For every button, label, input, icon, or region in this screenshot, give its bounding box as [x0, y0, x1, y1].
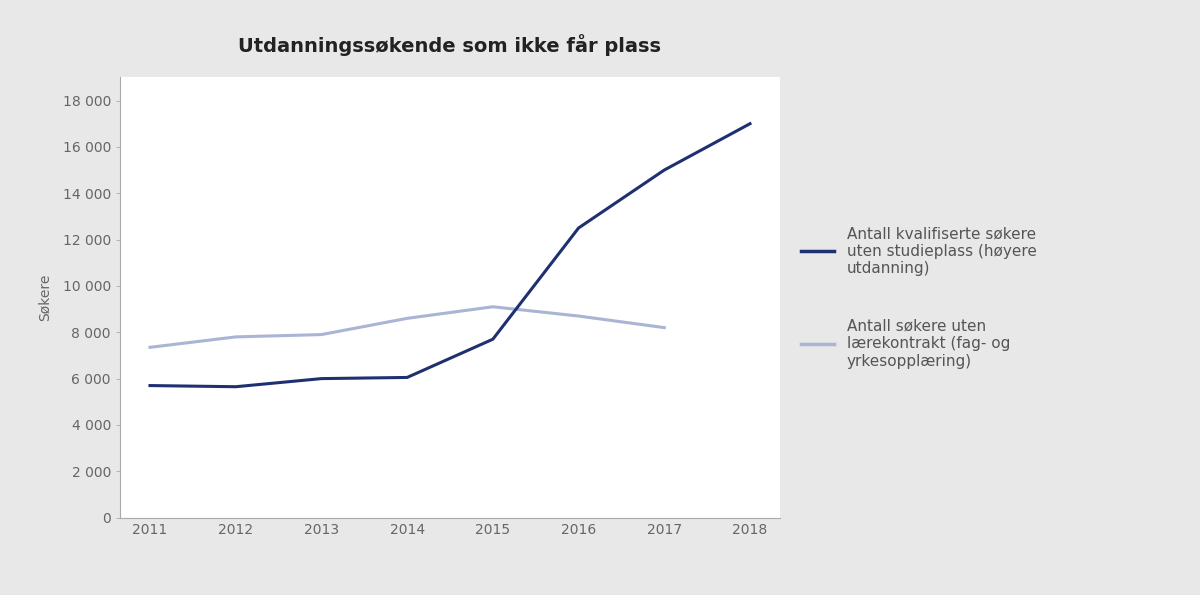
Title: Utdanningssøkende som ikke får plass: Utdanningssøkende som ikke får plass [239, 35, 661, 57]
Legend: Antall kvalifiserte søkere
uten studieplass (høyere
utdanning), Antall søkere ut: Antall kvalifiserte søkere uten studiepl… [800, 226, 1037, 369]
Y-axis label: Søkere: Søkere [37, 274, 52, 321]
